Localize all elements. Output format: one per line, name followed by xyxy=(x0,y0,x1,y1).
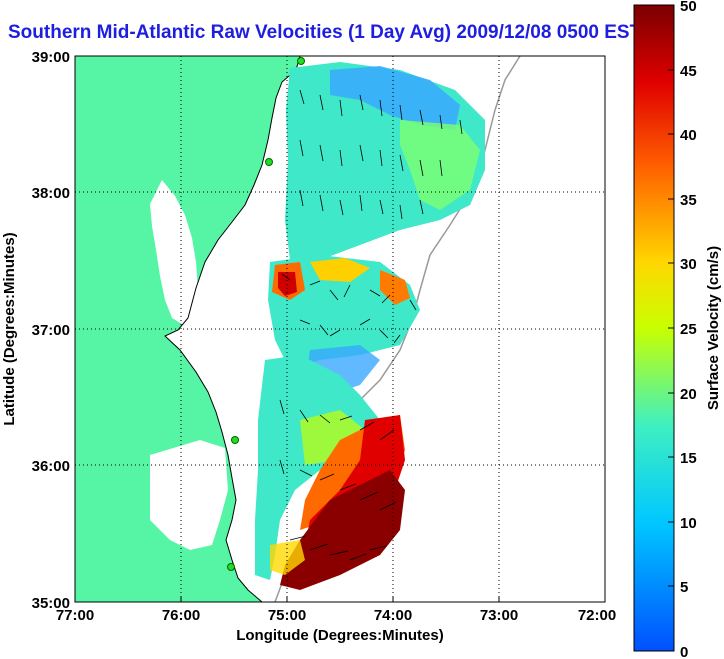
y-tick-label: 38:00 xyxy=(32,185,70,202)
colorbar-tick: 20 xyxy=(680,386,697,403)
station-marker-3 xyxy=(231,436,239,444)
colorbar-label: Surface Velocity (cm/s) xyxy=(705,246,722,410)
y-axis-label: Latitude (Degrees:Minutes) xyxy=(1,232,18,425)
y-tick-label: 39:00 xyxy=(32,49,70,66)
station-markers xyxy=(227,57,305,571)
colorbar-tick: 10 xyxy=(680,515,697,532)
x-tick-label: 75:00 xyxy=(268,607,306,624)
colorbar-tick: 0 xyxy=(680,644,688,659)
bay-inlet xyxy=(185,326,230,345)
colorbar-tick: 15 xyxy=(680,450,697,467)
colorbar-tick: 35 xyxy=(680,192,697,209)
colorbar-tick: 50 xyxy=(680,0,697,15)
y-tick-label: 37:00 xyxy=(32,322,70,339)
station-marker-1 xyxy=(297,57,305,65)
grid-lines xyxy=(75,56,605,602)
colorbar-tick: 30 xyxy=(680,256,697,273)
x-tick-label: 72:00 xyxy=(578,607,616,624)
colorbar-tick: 45 xyxy=(680,63,697,80)
x-tick-label: 73:00 xyxy=(480,607,518,624)
station-marker-2 xyxy=(265,158,273,166)
x-tick-label: 77:00 xyxy=(56,607,94,624)
colorbar-tick: 40 xyxy=(680,127,697,144)
velocity-field xyxy=(255,62,485,590)
station-marker-4 xyxy=(227,563,235,571)
x-axis-label: Longitude (Degrees:Minutes) xyxy=(236,627,444,644)
bay-water xyxy=(150,180,198,326)
x-tick-label: 74:00 xyxy=(374,607,412,624)
map-title: Southern Mid-Atlantic Raw Velocities (1 … xyxy=(8,22,642,43)
plot-frame xyxy=(74,55,606,603)
x-tick-label: 76:00 xyxy=(162,607,200,624)
colorbar-tick: 25 xyxy=(680,321,697,338)
y-tick-label: 35:00 xyxy=(32,595,70,612)
colorbar xyxy=(633,4,675,652)
colorbar-tick: 5 xyxy=(680,579,688,596)
sound-water xyxy=(150,440,228,550)
y-tick-label: 36:00 xyxy=(32,458,70,475)
coastline xyxy=(164,56,301,602)
velocity-vectors xyxy=(279,89,463,561)
